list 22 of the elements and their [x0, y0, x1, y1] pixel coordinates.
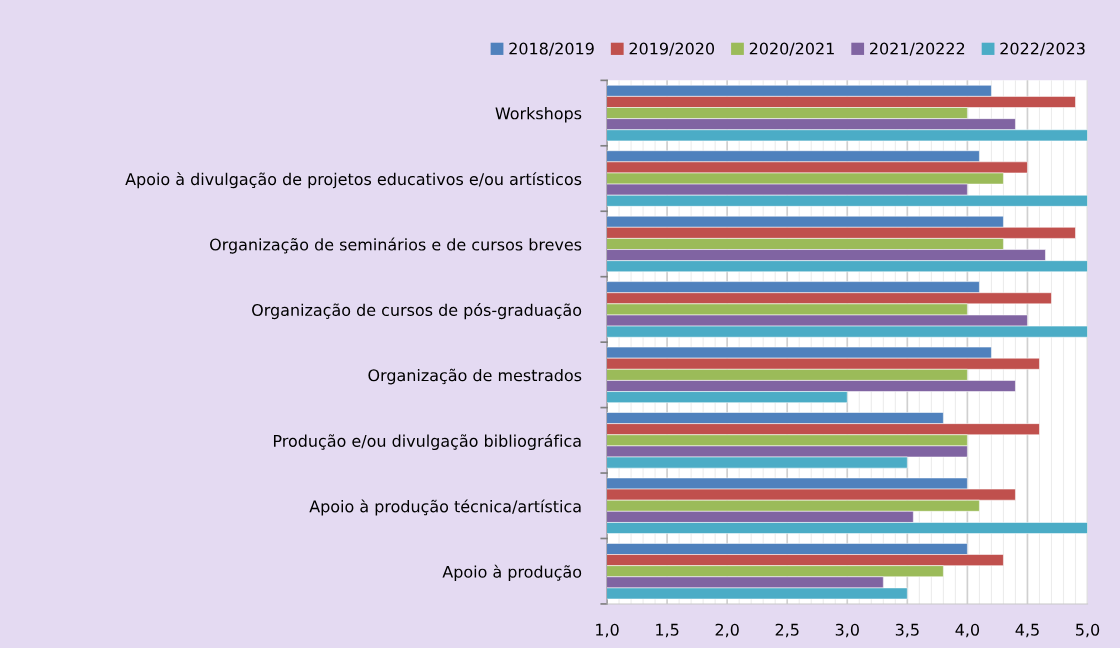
x-tick-label: 3,0 [835, 623, 859, 638]
legend-label: 2018/2019 [509, 42, 594, 56]
x-tick-label: 3,5 [895, 623, 919, 638]
y-tick-label: Organização de seminários e de cursos breves [210, 237, 582, 254]
x-tick-label: 1,5 [656, 623, 679, 638]
y-tick-label: Apoio à produção técnica/artística [309, 499, 581, 516]
x-tick-label: 1,0 [596, 623, 619, 638]
legend-label: 2020/2021 [749, 42, 834, 56]
legend-label: 2021/20222 [870, 42, 965, 56]
x-tick-label: 4,0 [955, 623, 980, 638]
y-tick-label: Produção e/ou divulgação bibliográfica [273, 433, 581, 451]
y-tick-label: Apoio à produção [442, 564, 582, 581]
y-tick-label: Organização de cursos de pós-graduação [252, 303, 582, 320]
x-tick-label: 5,0 [1076, 623, 1100, 638]
x-tick-label: 4,5 [1015, 623, 1039, 638]
y-tick-label: Workshops [495, 107, 582, 123]
legend-label: 2022/2023 [1000, 42, 1085, 56]
x-tick-label: 2,0 [715, 623, 739, 638]
y-tick-label: Organização de mestrados [368, 368, 582, 385]
x-tick-label: 2,5 [775, 623, 799, 638]
y-tick-label: Apoio à divulgação de projetos educativos e/ou artísticos [125, 172, 582, 189]
legend-label: 2019/2020 [629, 42, 715, 56]
